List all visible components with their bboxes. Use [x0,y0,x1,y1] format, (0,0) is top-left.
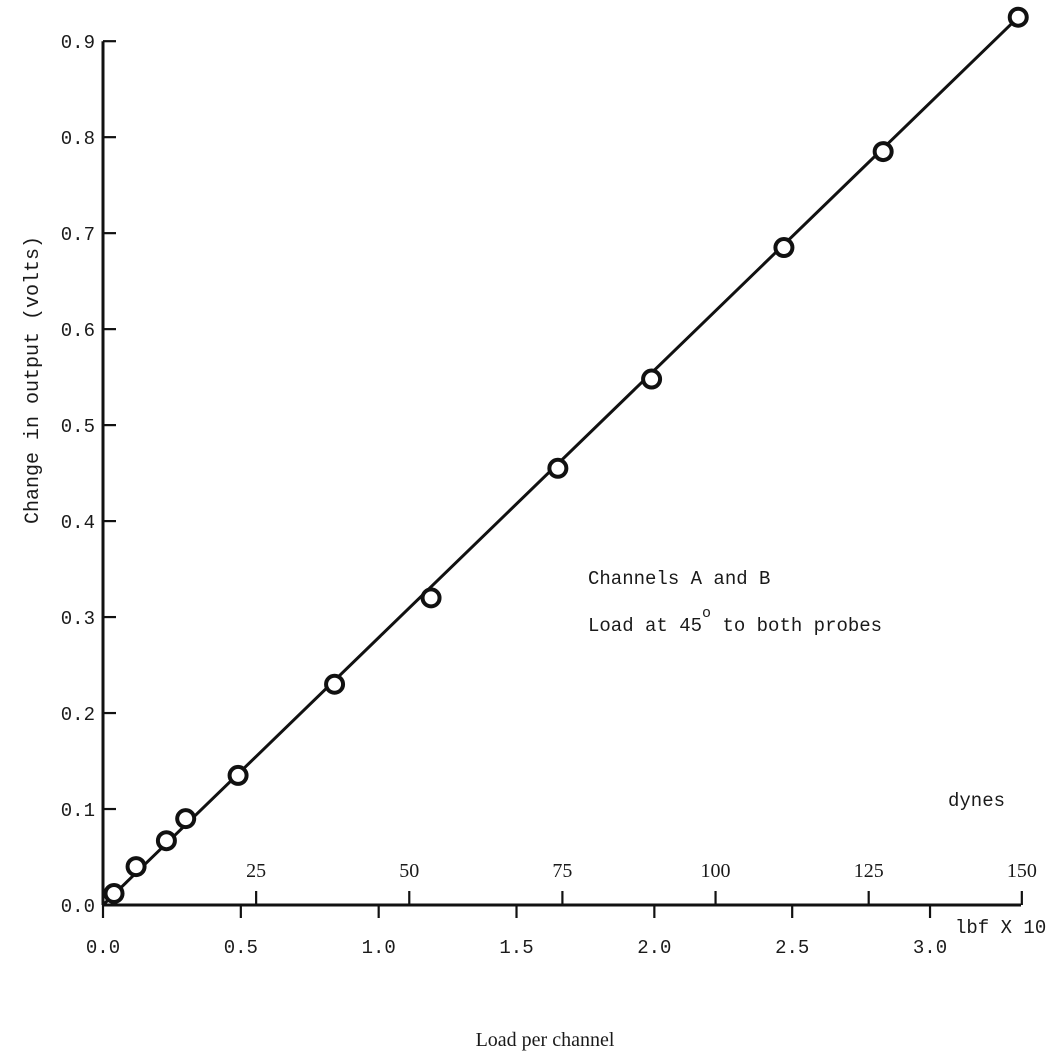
annotation-line2-suffix: to both probes [711,615,882,637]
x2-tick-label: 150 [1007,860,1037,882]
x-tick-label: 1.0 [362,937,396,959]
ticks-layer [101,40,1023,918]
x2-unit-label: dynes [948,790,1005,812]
data-point [155,830,177,852]
y-tick-label: 0.4 [61,512,95,534]
x-unit-base: lbf X 10 [955,917,1046,939]
y-tick-label: 0.1 [61,800,95,822]
data-point [103,882,125,904]
data-point [125,856,147,878]
data-point [872,141,894,163]
y-tick-label: 0.0 [61,896,95,918]
x-tick-label: 0.5 [224,937,258,959]
data-point [227,764,249,786]
x-tick-label: 2.0 [637,937,671,959]
x2-tick-label: 125 [854,860,884,882]
y-tick-label: 0.7 [61,224,95,246]
y-tick-label: 0.9 [61,32,95,54]
points-layer [103,6,1029,904]
x-tick-label: 3.0 [913,937,947,959]
x-tick-label: 2.5 [775,937,809,959]
data-point [641,368,663,390]
axes-layer [101,41,1021,907]
y-tick-label: 0.2 [61,704,95,726]
x2-tick-label: 100 [701,860,731,882]
annotation-line2-prefix: Load at 45 [588,615,702,637]
data-point [175,808,197,830]
x-tick-label: 0.0 [86,937,120,959]
y-axis-title: Change in output (volts) [22,236,45,524]
x2-tick-label: 25 [246,860,266,882]
y-tick-label: 0.8 [61,128,95,150]
data-point [547,457,569,479]
y-tick-label: 0.6 [61,320,95,342]
annotation-degree: o [702,605,711,622]
x-unit-label: lbf X 104 [955,905,1047,939]
data-point [420,587,442,609]
x-axis-title: Load per channel [476,1029,615,1051]
labels-layer: 0.0 0.1 0.2 0.3 0.4 0.5 0.6 0.7 0.8 0.9 0.0 0.5 1.0 1… [61,32,1037,959]
annotation-line1: Channels A and B [588,568,770,590]
data-point [773,237,795,259]
annotation-line2: Load at 45o to both probes [588,605,882,637]
x2-tick-label: 50 [399,860,419,882]
data-point [1007,6,1029,28]
y-tick-label: 0.5 [61,416,95,438]
x2-tick-label: 75 [552,860,572,882]
y-tick-label: 0.3 [61,608,95,630]
x-tick-label: 1.5 [499,937,533,959]
data-point [324,673,346,695]
